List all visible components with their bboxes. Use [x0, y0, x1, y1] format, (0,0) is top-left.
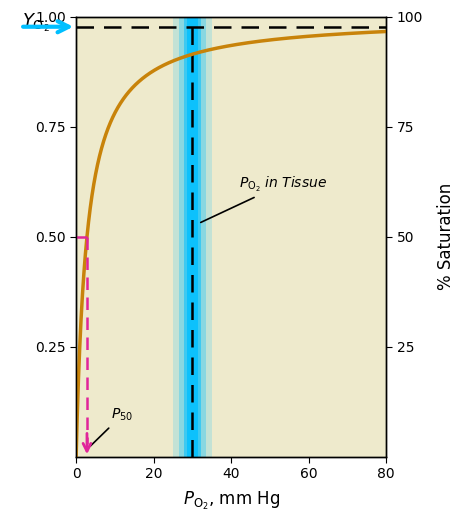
X-axis label: $\mathit{P}_{\mathrm{O_2}}$, mm Hg: $\mathit{P}_{\mathrm{O_2}}$, mm Hg — [183, 490, 280, 512]
Bar — [179, 17, 206, 457]
Text: $\mathit{P}_{\mathrm{O_2}}$ in Tissue: $\mathit{P}_{\mathrm{O_2}}$ in Tissue — [201, 175, 327, 222]
Bar — [173, 17, 212, 457]
Y-axis label: $Y_{\mathrm{O_2}}$: $Y_{\mathrm{O_2}}$ — [22, 12, 50, 34]
Text: $\mathit{P}_{50}$: $\mathit{P}_{50}$ — [90, 407, 133, 446]
Y-axis label: % Saturation: % Saturation — [437, 183, 455, 290]
Bar — [186, 17, 198, 457]
Bar — [184, 17, 201, 457]
